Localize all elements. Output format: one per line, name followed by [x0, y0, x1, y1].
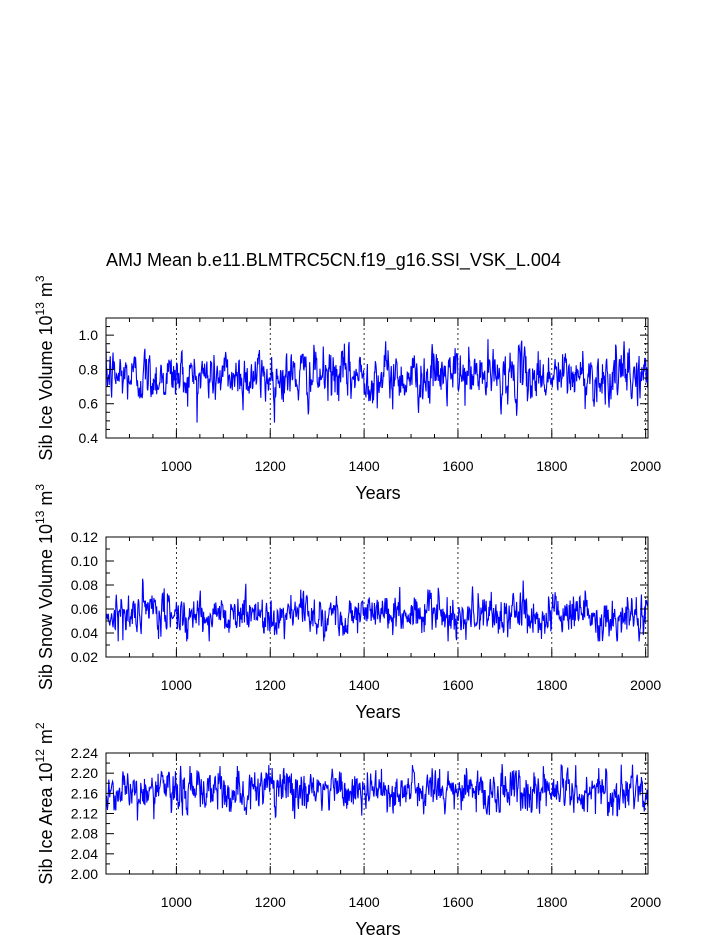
x-tick-label: 1000	[161, 677, 192, 693]
x-tick-label: 1200	[255, 677, 286, 693]
y-axis-label: Sib Snow Volume 1013 m3	[33, 484, 56, 690]
series-line	[105, 578, 649, 642]
y-tick-label: 0.10	[71, 553, 98, 569]
series-line	[105, 339, 649, 423]
x-tick-label: 1400	[349, 458, 380, 474]
x-tick-label: 1000	[161, 894, 192, 910]
x-tick-label: 1000	[161, 458, 192, 474]
x-tick-label: 1600	[442, 458, 473, 474]
y-tick-label: 2.20	[71, 765, 98, 781]
y-tick-label: 0.02	[71, 649, 98, 665]
y-tick-label: 2.16	[71, 785, 98, 801]
x-tick-label: 1200	[255, 894, 286, 910]
y-tick-label: 0.06	[71, 601, 98, 617]
y-axis-label: Sib Ice Area 1012 m2	[33, 722, 56, 884]
x-tick-label: 2000	[630, 677, 661, 693]
x-tick-label: 1600	[442, 677, 473, 693]
x-tick-label: 2000	[630, 458, 661, 474]
y-tick-label: 2.24	[71, 745, 98, 761]
y-tick-label: 2.12	[71, 806, 98, 822]
y-axis-label: Sib Ice Volume 1013 m3	[33, 275, 56, 460]
panel-ice-volume: 1000 1200 1400 1600 1800 2000 0.4 0.6 0.8 1.0 Year…	[33, 275, 661, 503]
y-tick-label: 0.04	[71, 625, 98, 641]
y-tick-label: 2.08	[71, 826, 98, 842]
y-tick-label: 0.12	[71, 529, 98, 545]
series-line	[105, 764, 649, 821]
panel-snow-volume: 1000 1200 1400 1600 1800 2000 0.02 0.04 0.06 0.08…	[33, 484, 661, 722]
y-tick-label: 0.6	[79, 396, 99, 412]
x-axis-label: Years	[355, 919, 400, 935]
panel-ice-area: 1000 1200 1400 1600 1800 2000 2.00 2.04 2.08 2.12…	[33, 722, 661, 935]
figure-title: AMJ Mean b.e11.BLMTRC5CN.f19_g16.SSI_VSK…	[106, 250, 561, 271]
x-tick-label: 1800	[536, 458, 567, 474]
x-tick-label: 1400	[349, 677, 380, 693]
x-tick-label: 1800	[536, 677, 567, 693]
y-tick-label: 0.4	[79, 430, 99, 446]
panels: 1000 1200 1400 1600 1800 2000 0.4 0.6 0.8 1.0 Year…	[33, 275, 661, 935]
y-tick-label: 2.04	[71, 846, 98, 862]
x-tick-label: 2000	[630, 894, 661, 910]
x-tick-label: 1600	[442, 894, 473, 910]
x-tick-label: 1800	[536, 894, 567, 910]
y-tick-label: 2.00	[71, 866, 98, 882]
y-tick-label: 0.8	[79, 361, 99, 377]
x-axis-label: Years	[355, 483, 400, 503]
x-tick-label: 1400	[349, 894, 380, 910]
y-tick-label: 0.08	[71, 577, 98, 593]
y-tick-label: 1.0	[79, 327, 99, 343]
x-tick-label: 1200	[255, 458, 286, 474]
x-axis-label: Years	[355, 702, 400, 722]
